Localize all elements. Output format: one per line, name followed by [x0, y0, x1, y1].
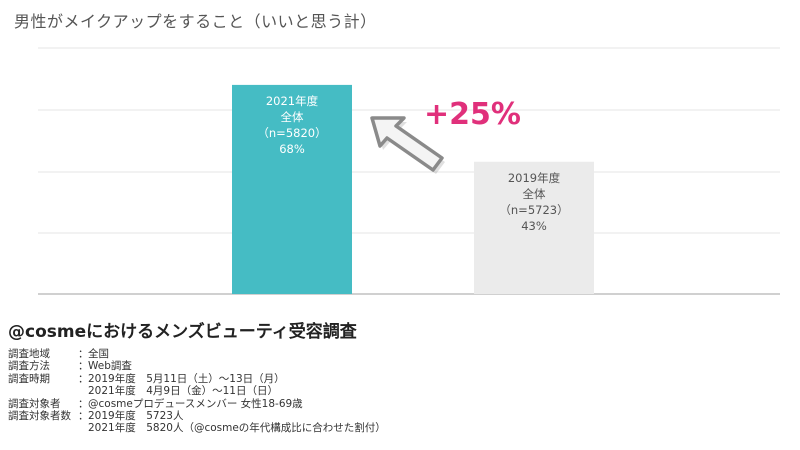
growth-label: +25% — [424, 97, 521, 132]
survey-details: 調査地域：全国 調査方法： Web調査 調査時期： 2019年度 5月11日（土）〜13… — [8, 348, 386, 435]
bar-label: 43% — [521, 219, 547, 233]
detail-separator: ： — [78, 372, 89, 385]
detail-separator: ： — [78, 397, 89, 410]
detail-values: 全国 — [88, 348, 109, 360]
survey-detail-row: 調査方法 ： Web調査 — [8, 360, 386, 372]
bar-label: （n=5820） — [257, 126, 326, 140]
detail-value: Web調査 — [88, 360, 132, 373]
detail-value: @cosmeプロデュースメンバー 女性18-69歳 — [88, 397, 303, 410]
survey-title: @cosmeにおけるメンズビューティ受容調査 — [8, 322, 357, 342]
detail-values: Web調査 — [88, 360, 132, 372]
detail-separator: ： — [78, 360, 89, 373]
bar-2019 — [474, 161, 594, 294]
growth-annotation: +25% — [370, 97, 521, 174]
survey-detail-row: 調査対象者 ： @cosmeプロデュースメンバー 女性18-69歳 — [8, 398, 386, 410]
detail-value: 2021年度 4月9日（金）〜11日（日） — [88, 385, 278, 398]
detail-separator: ： — [78, 348, 89, 360]
bar-label: 全体 — [523, 187, 546, 201]
bar-label: 全体 — [281, 110, 304, 124]
bar-label: 68% — [279, 142, 305, 156]
detail-value: 全国 — [88, 348, 109, 360]
arrow-up-left-icon — [370, 116, 444, 172]
detail-value: 2021年度 5820人（@cosmeの年代構成比に合わせた割付） — [88, 422, 386, 435]
grid-lines — [38, 47, 780, 295]
detail-label: 調査方法 — [8, 360, 50, 373]
detail-separator: ： — [78, 410, 89, 423]
bar-label: 2019年度 — [508, 171, 561, 185]
detail-values: 2019年度 5月11日（土）〜13日（月） 2021年度 4月9日（金）〜11日… — [88, 373, 285, 398]
detail-value: 2019年度 5723人 — [88, 410, 184, 423]
chart-title: 男性がメイクアップをすること（いいと思う計） — [14, 12, 377, 31]
survey-detail-row: 調査時期 ： 2019年度 5月11日（土）〜13日（月） 2021年度 4月9日（金… — [8, 373, 386, 398]
detail-value: 2019年度 5月11日（土）〜13日（月） — [88, 372, 285, 385]
detail-label: 調査時期 — [8, 372, 50, 385]
detail-label: 調査対象者 — [8, 397, 61, 410]
bar-label: 2021年度 — [266, 94, 319, 108]
detail-label: 調査地域 — [8, 348, 50, 360]
bar-label: （n=5723） — [499, 203, 568, 217]
bar-2021 — [232, 84, 352, 295]
survey-detail-row: 調査対象者数 ： 2019年度 5723人 2021年度 5820人（@cosmeの年… — [8, 410, 386, 435]
detail-label: 調査対象者数 — [8, 410, 71, 423]
detail-values: 2019年度 5723人 2021年度 5820人（@cosmeの年代構成比に合わ… — [88, 410, 386, 435]
detail-values: @cosmeプロデュースメンバー 女性18-69歳 — [88, 398, 303, 410]
survey-detail-row: 調査地域 ：全国 — [8, 348, 386, 360]
